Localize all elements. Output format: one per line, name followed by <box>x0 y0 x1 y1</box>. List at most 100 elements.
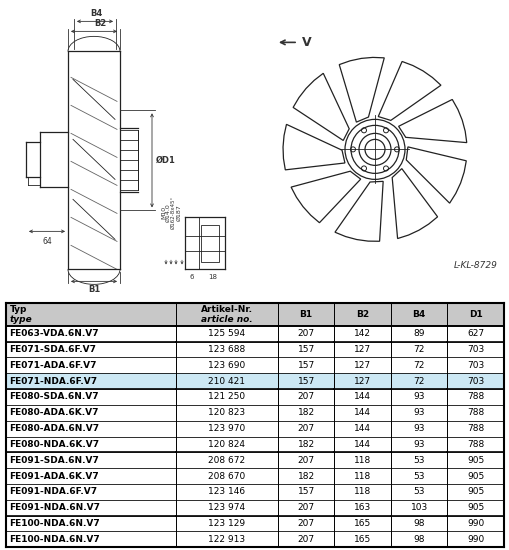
Text: 72: 72 <box>413 345 424 354</box>
Bar <box>390 358 446 373</box>
Text: 165: 165 <box>353 519 371 528</box>
Bar <box>277 468 334 484</box>
Bar <box>334 484 390 500</box>
Bar <box>277 302 334 326</box>
Text: 905: 905 <box>466 503 484 512</box>
Bar <box>6 468 175 484</box>
Bar <box>175 531 277 547</box>
Text: 788: 788 <box>466 424 484 433</box>
Bar <box>446 452 503 468</box>
Text: 788: 788 <box>466 393 484 402</box>
Text: 118: 118 <box>353 471 371 481</box>
Text: 182: 182 <box>297 471 314 481</box>
Text: FE063-VDA.6N.V7: FE063-VDA.6N.V7 <box>10 329 99 338</box>
Text: D1: D1 <box>468 310 482 318</box>
Text: FE100-NDA.6N.V7: FE100-NDA.6N.V7 <box>10 535 100 544</box>
Bar <box>390 342 446 358</box>
Bar <box>446 389 503 405</box>
Text: 118: 118 <box>353 487 371 497</box>
Bar <box>446 531 503 547</box>
Bar <box>334 358 390 373</box>
Bar <box>277 437 334 452</box>
Bar <box>175 437 277 452</box>
Text: article no.: article no. <box>201 315 252 324</box>
Bar <box>201 225 218 262</box>
Bar <box>446 484 503 500</box>
Bar <box>334 500 390 515</box>
Bar <box>390 515 446 531</box>
Text: FE080-SDA.6N.V7: FE080-SDA.6N.V7 <box>10 393 99 402</box>
Text: FE080-ADA.6K.V7: FE080-ADA.6K.V7 <box>10 408 99 417</box>
Bar <box>390 531 446 547</box>
Text: 157: 157 <box>297 345 314 354</box>
Text: 990: 990 <box>466 519 484 528</box>
Text: FE080-ADA.6N.V7: FE080-ADA.6N.V7 <box>10 424 100 433</box>
Text: 788: 788 <box>466 408 484 417</box>
Text: 905: 905 <box>466 487 484 497</box>
Bar <box>446 302 503 326</box>
Text: FE071-SDA.6F.V7: FE071-SDA.6F.V7 <box>10 345 96 354</box>
Bar <box>175 405 277 421</box>
Text: 93: 93 <box>413 393 424 402</box>
Bar <box>277 358 334 373</box>
Text: 103: 103 <box>410 503 427 512</box>
Bar <box>390 468 446 484</box>
Text: 905: 905 <box>466 471 484 481</box>
Bar <box>277 405 334 421</box>
Text: B1: B1 <box>88 285 100 294</box>
Bar <box>175 484 277 500</box>
Bar <box>175 302 277 326</box>
Text: 93: 93 <box>413 424 424 433</box>
Text: FE080-NDA.6K.V7: FE080-NDA.6K.V7 <box>10 440 100 449</box>
Bar <box>6 421 175 437</box>
Text: 53: 53 <box>413 456 424 465</box>
Text: 53: 53 <box>413 487 424 497</box>
Text: 18: 18 <box>208 274 217 280</box>
Bar <box>277 452 334 468</box>
Bar <box>277 515 334 531</box>
Text: 990: 990 <box>466 535 484 544</box>
Text: FE091-SDA.6N.V7: FE091-SDA.6N.V7 <box>10 456 99 465</box>
Bar <box>277 389 334 405</box>
Bar <box>390 302 446 326</box>
Bar <box>175 500 277 515</box>
Bar <box>277 326 334 342</box>
Text: 123 974: 123 974 <box>208 503 245 512</box>
Bar <box>390 373 446 389</box>
Bar <box>446 405 503 421</box>
Text: 165: 165 <box>353 535 371 544</box>
Text: 207: 207 <box>297 503 314 512</box>
Bar <box>277 531 334 547</box>
Text: FE091-NDA.6F.V7: FE091-NDA.6F.V7 <box>10 487 98 497</box>
Bar <box>6 500 175 515</box>
Text: ØD1: ØD1 <box>156 156 176 165</box>
Bar <box>446 515 503 531</box>
Bar <box>334 389 390 405</box>
Text: 703: 703 <box>466 377 484 386</box>
Bar <box>6 405 175 421</box>
Text: Ø162-8x45°: Ø162-8x45° <box>171 196 176 229</box>
Bar <box>277 421 334 437</box>
Text: L-KL-8729: L-KL-8729 <box>453 261 497 270</box>
Text: 182: 182 <box>297 408 314 417</box>
Text: 127: 127 <box>353 361 371 370</box>
Bar <box>446 326 503 342</box>
Bar <box>390 405 446 421</box>
Text: 121 250: 121 250 <box>208 393 245 402</box>
Text: M10: M10 <box>161 206 165 219</box>
Bar <box>175 358 277 373</box>
Bar <box>175 421 277 437</box>
Text: 122 913: 122 913 <box>208 535 245 544</box>
Text: 144: 144 <box>353 408 371 417</box>
Text: Ø14.0: Ø14.0 <box>165 203 171 222</box>
Text: 127: 127 <box>353 377 371 386</box>
Bar <box>175 515 277 531</box>
Bar <box>6 437 175 452</box>
Bar <box>390 326 446 342</box>
Text: 93: 93 <box>413 408 424 417</box>
Bar <box>390 389 446 405</box>
Bar <box>6 484 175 500</box>
Bar <box>334 437 390 452</box>
Bar <box>446 437 503 452</box>
Text: 123 970: 123 970 <box>208 424 245 433</box>
